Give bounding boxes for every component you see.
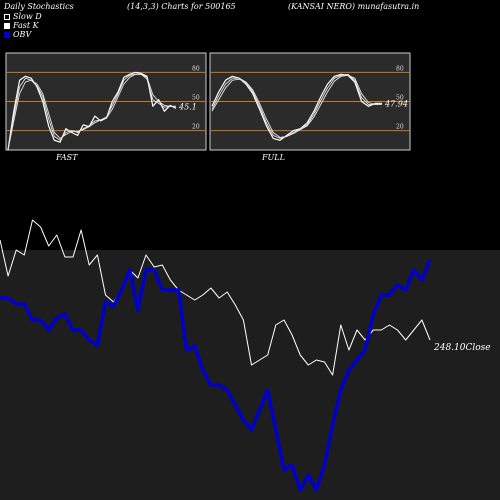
fast-tick-label: 20 xyxy=(192,124,200,131)
legend-label: OBV xyxy=(13,30,32,39)
chart-title: Daily Stochastics xyxy=(4,2,74,11)
fast-last-value-label: 45.1 xyxy=(178,102,197,111)
chart-params: (14,3,3) Charts for 500165 xyxy=(127,2,236,11)
legend-label: Slow D xyxy=(13,12,42,21)
last-price-label: 248.10Close xyxy=(433,343,491,353)
legend: Slow D Fast K OBV xyxy=(4,12,42,39)
fast-k-swatch xyxy=(4,22,10,29)
obv-swatch xyxy=(4,31,10,38)
legend-item-fast-k: Fast K xyxy=(4,21,42,30)
chart-company: (KANSAI NERO) munafasutra.in xyxy=(288,2,420,11)
price-line xyxy=(0,219,431,376)
fast-panel-label: FAST xyxy=(56,153,78,162)
fast-tick-label: 50 xyxy=(192,95,200,102)
slow-d-swatch xyxy=(4,13,10,20)
full-tick-label: 80 xyxy=(396,65,404,72)
fast-tick-label: 80 xyxy=(192,65,200,72)
price-panel-background xyxy=(0,250,500,500)
legend-label: Fast K xyxy=(13,21,39,30)
full-tick-label: 50 xyxy=(396,95,404,102)
obv-line xyxy=(0,259,432,492)
full-tick-label: 20 xyxy=(396,124,404,131)
full-series-line xyxy=(211,74,382,138)
legend-item-slow-d: Slow D xyxy=(4,12,42,21)
legend-item-obv: OBV xyxy=(4,30,42,39)
full-panel-label: FULL xyxy=(262,153,285,162)
full-last-value-label: 47.94 xyxy=(384,99,408,108)
fast-series-line xyxy=(7,73,176,151)
full-series-line xyxy=(211,73,383,139)
fast-series-line xyxy=(7,73,176,151)
